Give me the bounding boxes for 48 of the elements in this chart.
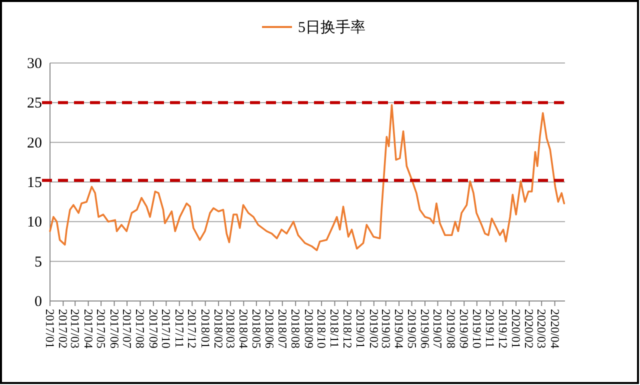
x-tick-label: 2019/06: [418, 309, 432, 348]
x-tick-label: 2018/02: [212, 309, 226, 348]
y-tick-label: 5: [34, 254, 42, 270]
x-tick-label: 2017/05: [94, 309, 108, 348]
x-tick-label: 2017/02: [56, 309, 70, 348]
x-tick-label: 2017/11: [172, 309, 186, 348]
x-tick-label: 2018/08: [288, 309, 303, 348]
x-tick-label: 2017/09: [146, 309, 160, 348]
x-tick-label: 2018/09: [302, 309, 316, 348]
x-tick-label: 2019/12: [496, 309, 510, 348]
x-tick-label: 2018/12: [340, 309, 355, 348]
x-tick-label: 2017/01: [43, 309, 57, 348]
x-tick-label: 2019/09: [457, 309, 472, 348]
x-tick-label: 2020/04: [548, 309, 562, 348]
y-tick-label: 20: [27, 135, 42, 152]
y-tick-label: 25: [27, 96, 42, 112]
x-tick-label: 2018/07: [275, 309, 290, 348]
x-tick-label: 2019/01: [354, 309, 368, 348]
x-tick-label: 2019/10: [470, 309, 484, 348]
x-tick-label: 2019/04: [392, 309, 406, 348]
x-tick-label: 2019/02: [366, 309, 381, 348]
x-tick-label: 2019/11: [483, 309, 498, 348]
x-tick-label: 2019/03: [378, 309, 393, 348]
x-tick-label: 2020/01: [509, 309, 524, 348]
y-tick-label: 0: [34, 294, 42, 310]
x-tick-label: 2017/10: [159, 309, 174, 348]
y-tick-label: 15: [27, 175, 42, 191]
x-tick-label: 2018/05: [249, 309, 264, 348]
x-tick-label: 2017/04: [81, 309, 96, 348]
x-tick-label: 2018/01: [198, 309, 212, 348]
x-tick-label: 2018/11: [328, 309, 342, 348]
y-tick-label: 30: [27, 56, 42, 72]
x-tick-label: 2017/07: [120, 309, 134, 348]
x-tick-label: 2019/08: [444, 309, 458, 348]
x-tick-label: 2017/06: [107, 309, 122, 348]
x-tick-label: 2020/03: [534, 309, 549, 348]
x-tick-label: 2018/04: [236, 309, 251, 348]
x-tick-label: 2019/07: [430, 309, 445, 348]
x-tick-label: 2017/03: [68, 309, 82, 348]
x-tick-label: 2018/06: [262, 309, 277, 348]
legend-label: 5日换手率: [298, 19, 366, 36]
x-tick-label: 2018/10: [314, 309, 329, 348]
x-tick-label: 2017/12: [185, 309, 200, 348]
x-tick-label: 2017/08: [133, 309, 148, 348]
x-tick-label: 2020/02: [522, 309, 536, 348]
x-tick-label: 2018/03: [223, 309, 238, 348]
y-tick-label: 10: [27, 214, 42, 231]
x-tick-label: 2019/05: [404, 309, 419, 348]
